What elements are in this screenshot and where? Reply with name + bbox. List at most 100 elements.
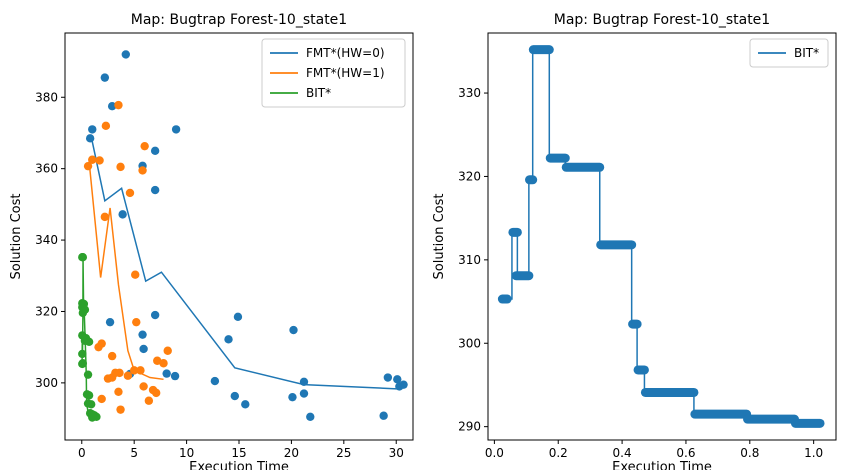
left-point-fmt-hw-1 bbox=[114, 100, 123, 110]
left-x-tick-label: 30 bbox=[389, 446, 404, 460]
left-point-bit bbox=[78, 253, 88, 262]
left-y-tick-label: 300 bbox=[35, 376, 58, 390]
left-point-fmt-hw-0 bbox=[107, 101, 117, 111]
left-point-fmt-hw-1 bbox=[138, 166, 147, 175]
right-x-tick-label: 0.0 bbox=[485, 446, 504, 460]
right-x-tick-label: 0.6 bbox=[676, 446, 695, 460]
right-chart-title: Map: Bugtrap Forest-10_state1 bbox=[554, 12, 770, 28]
left-point-fmt-hw-0 bbox=[150, 146, 160, 156]
left-point-fmt-hw-1 bbox=[139, 382, 148, 391]
left-point-fmt-hw-1 bbox=[136, 366, 145, 375]
left-legend: FMT*(HW=0) FMT*(HW=1) BIT* bbox=[261, 38, 406, 108]
right-y-tick-label: 320 bbox=[458, 169, 481, 183]
left-point-fmt-hw-1 bbox=[144, 396, 154, 405]
right-axes-frame bbox=[487, 32, 837, 441]
left-point-fmt-hw-1 bbox=[114, 387, 123, 397]
right-y-tick-label: 310 bbox=[458, 253, 481, 267]
left-point-fmt-hw-0 bbox=[299, 377, 309, 387]
left-legend-label: BIT* bbox=[306, 86, 331, 100]
left-x-tick-label: 25 bbox=[336, 446, 351, 460]
right-legend: BIT* bbox=[749, 38, 829, 68]
left-x-tick-label: 10 bbox=[179, 446, 194, 460]
left-point-fmt-hw-0 bbox=[118, 210, 127, 219]
left-point-fmt-hw-0 bbox=[233, 312, 243, 322]
left-point-fmt-hw-1 bbox=[132, 317, 141, 327]
left-point-fmt-hw-1 bbox=[83, 161, 93, 171]
left-x-tick-label: 20 bbox=[284, 446, 299, 460]
right-y-tick-label: 300 bbox=[458, 336, 481, 350]
right-x-tick-label: 0.4 bbox=[613, 446, 632, 460]
left-series-line-fmt-hw-0 bbox=[90, 136, 400, 390]
left-point-fmt-hw-1 bbox=[125, 188, 135, 198]
left-point-fmt-hw-0 bbox=[171, 125, 181, 134]
left-point-fmt-hw-0 bbox=[383, 373, 393, 382]
left-series-line-fmt-hw-1 bbox=[88, 161, 164, 381]
left-point-fmt-hw-1 bbox=[151, 388, 161, 398]
left-point-fmt-hw-0 bbox=[150, 185, 160, 195]
left-point-fmt-hw-0 bbox=[379, 411, 388, 420]
left-point-bit bbox=[78, 359, 88, 368]
left-plot-area bbox=[78, 50, 408, 422]
left-point-bit bbox=[88, 413, 97, 422]
left-point-fmt-hw-1 bbox=[123, 371, 133, 380]
left-y-tick-label: 340 bbox=[35, 233, 58, 247]
left-point-bit bbox=[78, 349, 87, 359]
left-legend-label: FMT*(HW=1) bbox=[306, 66, 385, 80]
left-point-bit bbox=[83, 370, 93, 379]
left-point-bit bbox=[84, 391, 94, 400]
left-point-fmt-hw-1 bbox=[129, 366, 139, 375]
left-point-fmt-hw-0 bbox=[210, 376, 220, 386]
left-point-fmt-hw-1 bbox=[107, 351, 117, 361]
right-y-axis-label: Solution Cost bbox=[432, 194, 447, 280]
right-y-tick-label: 290 bbox=[458, 420, 481, 434]
left-ticks: 0 5 10 15 20 25 30 300 320 340 360 380 bbox=[35, 90, 404, 460]
left-point-fmt-hw-1 bbox=[116, 162, 125, 172]
left-point-fmt-hw-0 bbox=[121, 50, 130, 59]
left-point-fmt-hw-0 bbox=[399, 380, 408, 389]
left-point-fmt-hw-1 bbox=[116, 405, 125, 414]
left-legend-box bbox=[261, 38, 406, 108]
right-legend-label: BIT* bbox=[794, 46, 819, 60]
right-legend-box bbox=[749, 38, 829, 68]
left-point-fmt-hw-0 bbox=[85, 134, 95, 143]
left-y-tick-label: 380 bbox=[35, 90, 58, 104]
left-x-tick-label: 15 bbox=[231, 446, 246, 460]
left-point-fmt-hw-1 bbox=[97, 339, 106, 348]
left-point-fmt-hw-0 bbox=[230, 391, 240, 401]
left-point-fmt-hw-0 bbox=[241, 400, 250, 409]
left-point-bit bbox=[87, 400, 96, 409]
left-point-fmt-hw-1 bbox=[95, 156, 104, 165]
left-point-fmt-hw-0 bbox=[162, 369, 171, 378]
left-point-fmt-hw-0 bbox=[138, 330, 147, 339]
right-x-axis-label: Execution Time bbox=[612, 460, 712, 470]
left-point-fmt-hw-1 bbox=[100, 212, 110, 222]
left-y-tick-label: 360 bbox=[35, 162, 58, 176]
left-x-tick-label: 0 bbox=[78, 446, 86, 460]
left-point-fmt-hw-0 bbox=[288, 392, 297, 402]
left-chart-title: Map: Bugtrap Forest-10_state1 bbox=[131, 12, 347, 28]
left-point-fmt-hw-1 bbox=[163, 346, 172, 355]
left-point-fmt-hw-0 bbox=[306, 412, 315, 421]
left-point-bit bbox=[78, 308, 88, 318]
left-point-fmt-hw-0 bbox=[88, 125, 97, 134]
left-point-fmt-hw-0 bbox=[393, 375, 402, 384]
right-x-tick-label: 1.0 bbox=[804, 446, 823, 460]
right-y-tick-label: 330 bbox=[458, 86, 481, 100]
left-point-fmt-hw-1 bbox=[97, 394, 106, 404]
left-point-fmt-hw-0 bbox=[170, 371, 180, 381]
left-point-fmt-hw-1 bbox=[101, 121, 111, 131]
left-point-fmt-hw-0 bbox=[224, 335, 233, 344]
left-y-axis-label: Solution Cost bbox=[9, 194, 24, 280]
left-point-bit bbox=[84, 337, 94, 347]
left-point-fmt-hw-0 bbox=[299, 389, 309, 398]
left-point-fmt-hw-1 bbox=[159, 359, 168, 368]
left-point-fmt-hw-1 bbox=[131, 270, 140, 279]
left-point-fmt-hw-0 bbox=[289, 325, 298, 335]
left-point-fmt-hw-0 bbox=[105, 317, 115, 327]
left-y-tick-label: 320 bbox=[35, 304, 58, 318]
left-point-fmt-hw-1 bbox=[115, 368, 124, 378]
right-x-tick-label: 0.8 bbox=[740, 446, 759, 460]
left-x-tick-label: 5 bbox=[130, 446, 138, 460]
right-x-tick-label: 0.2 bbox=[549, 446, 568, 460]
